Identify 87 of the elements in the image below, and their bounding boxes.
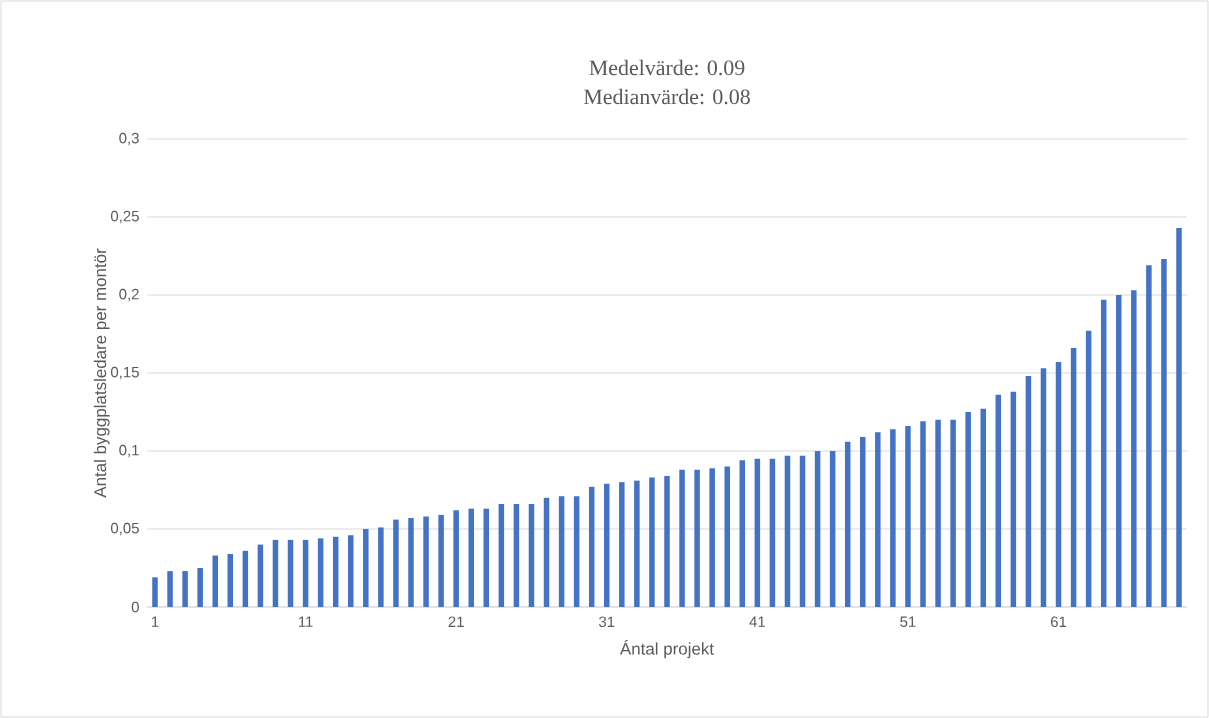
bar: [709, 468, 715, 607]
bar: [935, 419, 941, 607]
bar: [182, 571, 188, 607]
bar: [980, 408, 986, 607]
bar: [1131, 290, 1137, 607]
bar: [604, 483, 610, 607]
x-tick-label: 41: [749, 616, 765, 627]
bar: [754, 458, 761, 607]
bar: [363, 528, 369, 607]
bar: [317, 538, 324, 607]
bar: [558, 496, 565, 607]
bar: [1116, 294, 1122, 607]
bar: [1025, 376, 1032, 607]
bar: [875, 432, 881, 607]
bar: [784, 455, 791, 607]
bar: [1070, 348, 1077, 607]
bar: [769, 458, 776, 607]
chart-title: Medelvärde: 0.09: [589, 59, 745, 76]
bar: [694, 469, 700, 607]
bar: [287, 539, 294, 607]
x-tick-label: 51: [900, 616, 916, 627]
bar: [619, 482, 625, 607]
x-tick-label: 1: [151, 616, 159, 627]
bar: [332, 536, 339, 607]
bar: [920, 421, 926, 607]
bar: [498, 504, 505, 607]
bar: [453, 510, 459, 607]
y-tick-label: 0,05: [110, 522, 139, 536]
bar: [212, 555, 218, 607]
y-tick-label: 0,2: [119, 288, 139, 302]
bar: [393, 519, 399, 607]
bar: [829, 450, 836, 607]
x-tick-label: 21: [448, 616, 464, 627]
bar: [1010, 391, 1017, 607]
bar: [302, 539, 309, 607]
bar: [257, 544, 264, 607]
bar: [890, 429, 896, 607]
bar: [679, 469, 685, 607]
bar: [378, 527, 384, 607]
bar: [588, 486, 595, 607]
bar: [528, 504, 535, 607]
bar: [905, 426, 911, 607]
bar: [543, 497, 550, 607]
bar: [573, 496, 580, 607]
bar: [634, 480, 640, 607]
bar: [272, 539, 279, 607]
bar: [1040, 368, 1047, 607]
bar: [724, 466, 730, 607]
chart-subtitle: Medianvärde: 0.08: [583, 88, 750, 105]
x-axis-title: Ántal projekt: [619, 639, 714, 659]
bar: [513, 504, 520, 607]
bar: [348, 535, 354, 607]
bar: [197, 567, 203, 607]
bar: [950, 419, 956, 607]
y-tick-label: 0,3: [119, 132, 139, 146]
bar: [814, 450, 821, 607]
y-tick-label: 0: [131, 601, 139, 613]
bar: [1161, 259, 1167, 607]
bar: [1100, 299, 1107, 607]
bar: [468, 508, 474, 607]
bar: [844, 441, 851, 607]
bar: [227, 553, 234, 607]
bar: [152, 577, 158, 607]
bar: [408, 518, 414, 607]
bar: [995, 394, 1002, 607]
bar: [649, 477, 655, 607]
bar: [483, 508, 490, 607]
bar: [1146, 265, 1152, 607]
y-tick-label: 0,15: [110, 366, 139, 380]
bar: [799, 455, 806, 607]
x-tick-label: 31: [599, 616, 615, 628]
bar: [664, 475, 670, 607]
bar: [242, 550, 249, 607]
bar: [860, 436, 866, 607]
bar: [438, 514, 444, 607]
bar: [423, 516, 429, 607]
x-tick-label: 11: [298, 616, 313, 627]
y-axis-title: Antal byggplatsledare per montör: [93, 248, 110, 498]
y-tick-label: 0,1: [119, 444, 139, 458]
x-tick-label: 61: [1050, 616, 1067, 628]
bar: [1085, 330, 1092, 607]
bar: [167, 571, 173, 607]
bar: [1055, 362, 1062, 607]
y-tick-label: 0,25: [110, 210, 139, 224]
bar: [1176, 227, 1182, 607]
bar: [739, 460, 746, 607]
bar: [965, 411, 971, 607]
